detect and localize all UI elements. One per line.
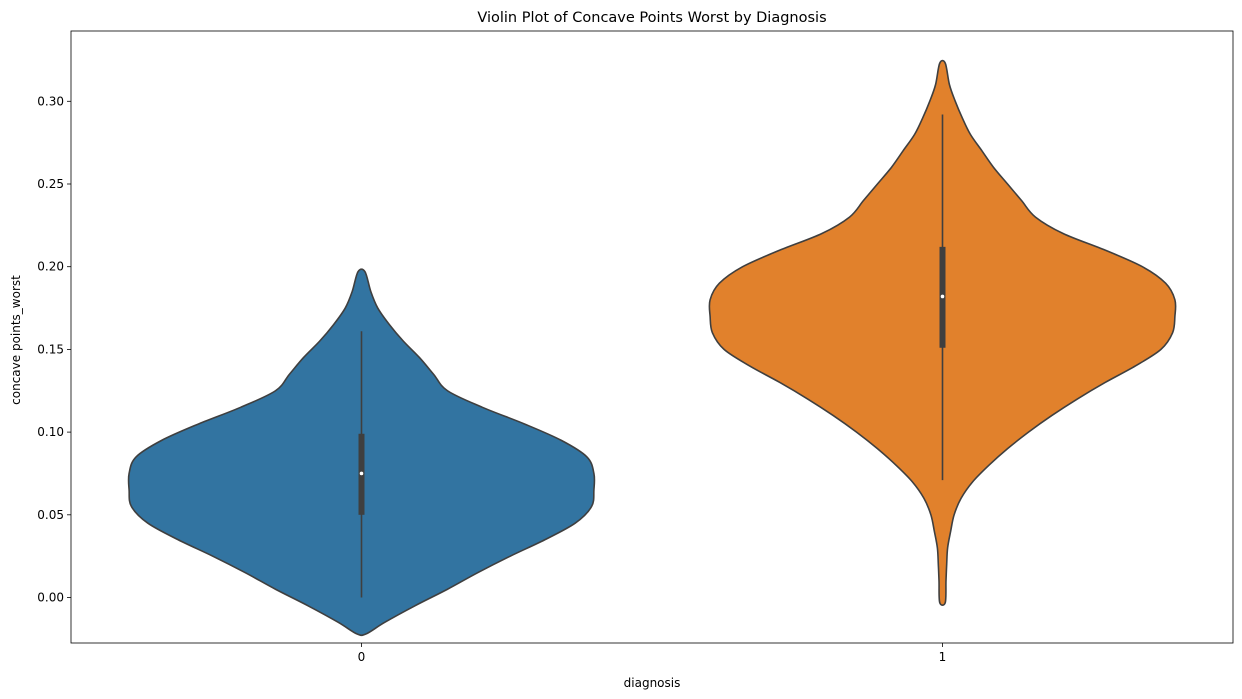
y-tick-label: 0.05 xyxy=(37,508,64,522)
x-axis-label: diagnosis xyxy=(624,676,681,690)
median-point-0 xyxy=(359,471,364,476)
y-tick-label: 0.20 xyxy=(37,260,64,274)
y-tick-label: 0.10 xyxy=(37,425,64,439)
y-axis-label: concave points_worst xyxy=(9,275,23,405)
x-tick-label: 1 xyxy=(939,650,947,664)
y-tick-label: 0.00 xyxy=(37,591,64,605)
plot-frame xyxy=(70,30,1234,644)
chart-title: Violin Plot of Concave Points Worst by D… xyxy=(477,10,826,26)
median-point-1 xyxy=(940,294,945,299)
y-tick-label: 0.15 xyxy=(37,342,64,356)
y-axis-ticks: 0.00 0.05 0.10 0.15 0.20 0.25 0.30 xyxy=(37,94,71,605)
box-layer xyxy=(358,114,946,598)
violin-layer xyxy=(127,59,1177,637)
x-tick-label: 0 xyxy=(358,650,366,664)
y-tick-label: 0.25 xyxy=(37,177,64,191)
y-tick-label: 0.30 xyxy=(37,94,64,108)
